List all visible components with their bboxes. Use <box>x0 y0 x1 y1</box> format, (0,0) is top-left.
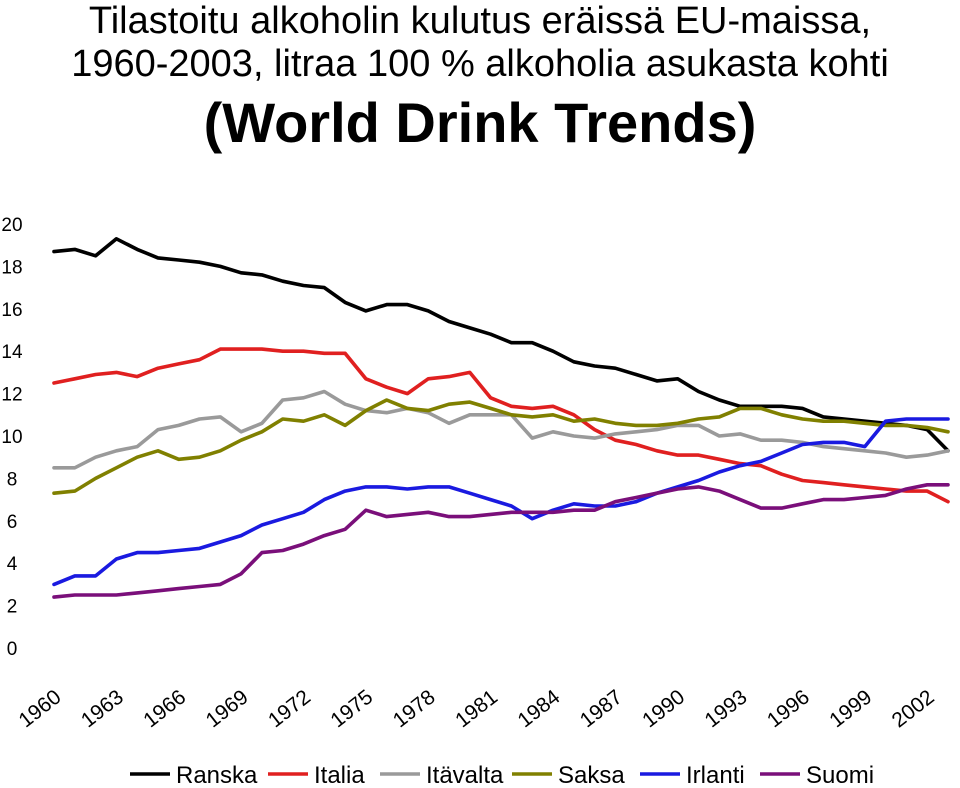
plot-area <box>52 237 950 599</box>
x-tick-label: 1966 <box>139 685 190 732</box>
x-tick-label: 1990 <box>638 685 689 732</box>
x-tick-label: 1999 <box>825 685 876 732</box>
title-line-1: Tilastoitu alkoholin kulutus eräissä EU-… <box>88 0 872 42</box>
y-tick-label: 2 <box>7 597 18 618</box>
x-tick-label: 1963 <box>77 685 128 732</box>
legend: Ranska Italia Itävalta Saksa Irlanti Suomi <box>130 762 874 788</box>
y-tick-label: 8 <box>7 469 18 490</box>
title-line-2: 1960-2003, litraa 100 % alkoholia asukas… <box>71 43 889 85</box>
x-tick-label: 1996 <box>763 685 814 732</box>
series-line-irlanti <box>52 417 950 587</box>
x-axis: 1960 1963 1966 1969 1972 1975 1978 1981 1984 1987… <box>15 685 939 732</box>
chart-subtitle: (World Drink Trends) <box>203 91 757 154</box>
y-tick-label: 12 <box>1 385 22 406</box>
series-line-suomi <box>52 482 950 599</box>
legend-label: Saksa <box>558 762 625 788</box>
y-tick-label: 4 <box>7 554 18 575</box>
x-tick-label: 1993 <box>701 685 752 732</box>
y-tick-label: 14 <box>1 342 23 363</box>
legend-label: Irlanti <box>686 762 745 788</box>
legend-label: Italia <box>314 762 365 788</box>
y-tick-label: 20 <box>1 215 22 236</box>
x-tick-label: 1978 <box>389 685 440 732</box>
x-tick-label: 1972 <box>264 685 315 732</box>
x-tick-label: 1975 <box>326 685 377 732</box>
y-tick-label: 16 <box>1 300 22 321</box>
x-tick-label: 1960 <box>15 685 66 732</box>
y-tick-label: 10 <box>1 427 22 448</box>
x-tick-label: 1987 <box>576 685 627 732</box>
x-tick-label: 1969 <box>202 685 253 732</box>
x-tick-label: 1981 <box>451 685 502 732</box>
y-tick-label: 18 <box>1 257 22 278</box>
y-tick-label: 0 <box>7 639 18 660</box>
series-line-itävalta <box>52 389 950 470</box>
legend-label: Itävalta <box>426 762 504 788</box>
x-tick-label: 2002 <box>888 685 939 732</box>
x-tick-label: 1984 <box>513 685 564 732</box>
legend-label: Suomi <box>806 762 874 788</box>
chart-title: Tilastoitu alkoholin kulutus eräissä EU-… <box>0 0 960 158</box>
legend-label: Ranska <box>176 762 258 788</box>
series-line-saksa <box>52 398 950 496</box>
y-axis: 0 2 4 6 8 10 12 14 16 18 20 <box>1 215 23 660</box>
series-line-italia <box>52 347 950 504</box>
y-tick-label: 6 <box>7 512 18 533</box>
series-line-ranska <box>52 237 950 453</box>
